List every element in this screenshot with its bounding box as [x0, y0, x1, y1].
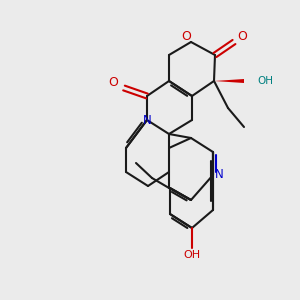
Text: OH: OH — [183, 250, 201, 260]
Text: OH: OH — [257, 76, 273, 86]
Text: O: O — [181, 29, 191, 43]
Text: N: N — [215, 169, 224, 182]
Text: N: N — [142, 113, 152, 127]
Text: O: O — [237, 29, 247, 43]
Polygon shape — [214, 79, 244, 83]
Text: O: O — [108, 76, 118, 88]
